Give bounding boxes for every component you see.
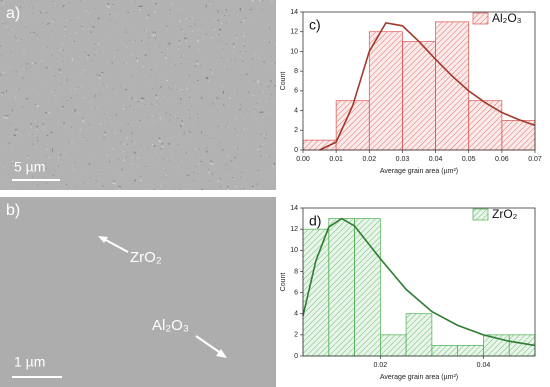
bar: [405, 313, 433, 357]
arrow: [101, 237, 129, 253]
sem-image: [0, 0, 276, 190]
legend-swatch: [472, 208, 489, 221]
scale-label: 1 µm: [14, 354, 45, 370]
y-tick-label: 4: [294, 107, 298, 114]
y-axis-label: Count: [280, 273, 287, 292]
plot-frame: [302, 11, 536, 151]
y-tick-label: 0: [294, 353, 298, 360]
x-tick-label: 0.06: [495, 156, 509, 163]
x-tick-label: 0.01: [329, 156, 343, 163]
x-tick-label: 0.07: [528, 156, 542, 163]
y-tick-label: 8: [294, 268, 298, 275]
panel-label: c): [309, 17, 321, 33]
bar: [379, 334, 407, 357]
bar: [501, 120, 536, 151]
bar: [468, 100, 503, 151]
legend-label: Al₂O₃: [492, 11, 522, 25]
x-axis-label: Average grain area (µm²): [380, 374, 458, 381]
arrow: [195, 335, 223, 355]
x-tick-label: 0.00: [296, 156, 310, 163]
sem-image: [0, 197, 276, 387]
x-tick-label: 0.05: [462, 156, 476, 163]
bar: [457, 345, 484, 357]
bar: [302, 228, 330, 357]
fit-curve: [319, 21, 536, 151]
y-tick-label: 14: [290, 205, 298, 212]
panel-label: a): [6, 5, 20, 22]
y-tick-label: 12: [290, 29, 298, 36]
bar: [402, 41, 436, 151]
y-tick-label: 4: [294, 311, 298, 318]
arrowhead: [216, 349, 227, 358]
panel-label: d): [309, 213, 321, 229]
bar: [335, 100, 370, 151]
bar: [328, 218, 355, 357]
y-tick-label: 6: [294, 289, 298, 296]
bar: [368, 31, 403, 151]
y-tick-label: 2: [294, 127, 298, 134]
y-tick-label: 12: [290, 226, 298, 233]
annotation: ZrO₂: [130, 249, 162, 266]
bar: [354, 218, 381, 357]
x-tick-label: 0.04: [429, 156, 443, 163]
fit-curve: [302, 217, 536, 347]
y-axis-label: Count: [280, 72, 287, 91]
x-tick-label: 0.02: [362, 156, 376, 163]
x-tick-label: 0.04: [477, 362, 491, 369]
x-axis-label: Average grain area (µm²): [380, 168, 458, 175]
annotation: Al₂O₃: [152, 317, 189, 334]
bar: [431, 345, 459, 357]
panel-label: b): [6, 202, 20, 219]
y-tick-label: 2: [294, 332, 298, 339]
x-tick-label: 0.03: [396, 156, 410, 163]
scale-label: 5 µm: [14, 159, 45, 175]
x-tick-label: 0.02: [374, 362, 388, 369]
y-tick-label: 14: [290, 9, 298, 16]
legend-swatch: [472, 12, 489, 25]
y-tick-label: 10: [290, 48, 298, 55]
y-tick-label: 0: [294, 147, 298, 154]
y-tick-label: 10: [290, 247, 298, 254]
y-tick-label: 8: [294, 68, 298, 75]
plot-frame: [302, 207, 536, 357]
y-tick-label: 6: [294, 88, 298, 95]
arrowhead: [98, 236, 108, 243]
legend-label: ZrO₂: [492, 207, 518, 221]
